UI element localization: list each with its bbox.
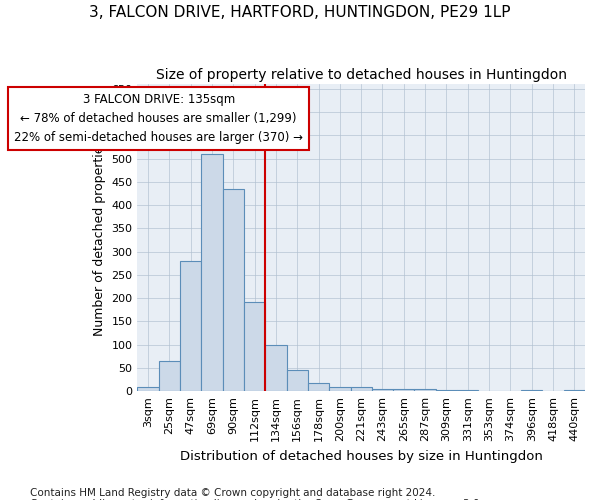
Bar bbox=[137, 388, 158, 391]
Bar bbox=[202, 154, 223, 391]
Text: Contains public sector information licensed under the Open Government Licence v3: Contains public sector information licen… bbox=[30, 499, 483, 500]
Bar bbox=[329, 386, 350, 391]
Bar bbox=[223, 189, 244, 391]
Bar bbox=[308, 383, 329, 391]
Bar bbox=[350, 386, 372, 391]
X-axis label: Distribution of detached houses by size in Huntingdon: Distribution of detached houses by size … bbox=[180, 450, 542, 462]
Bar bbox=[287, 370, 308, 391]
Bar bbox=[244, 302, 265, 391]
Bar bbox=[158, 361, 180, 391]
Text: Contains HM Land Registry data © Crown copyright and database right 2024.: Contains HM Land Registry data © Crown c… bbox=[30, 488, 436, 498]
Bar bbox=[436, 390, 457, 391]
Bar bbox=[457, 390, 478, 391]
Text: 3, FALCON DRIVE, HARTFORD, HUNTINGDON, PE29 1LP: 3, FALCON DRIVE, HARTFORD, HUNTINGDON, P… bbox=[89, 5, 511, 20]
Y-axis label: Number of detached properties: Number of detached properties bbox=[93, 139, 106, 336]
Bar bbox=[415, 390, 436, 391]
Bar bbox=[563, 390, 585, 391]
Text: 3 FALCON DRIVE: 135sqm
← 78% of detached houses are smaller (1,299)
22% of semi-: 3 FALCON DRIVE: 135sqm ← 78% of detached… bbox=[14, 94, 303, 144]
Bar bbox=[393, 389, 415, 391]
Bar bbox=[265, 344, 287, 391]
Title: Size of property relative to detached houses in Huntingdon: Size of property relative to detached ho… bbox=[155, 68, 566, 82]
Bar bbox=[521, 390, 542, 391]
Bar bbox=[180, 261, 202, 391]
Bar bbox=[372, 389, 393, 391]
